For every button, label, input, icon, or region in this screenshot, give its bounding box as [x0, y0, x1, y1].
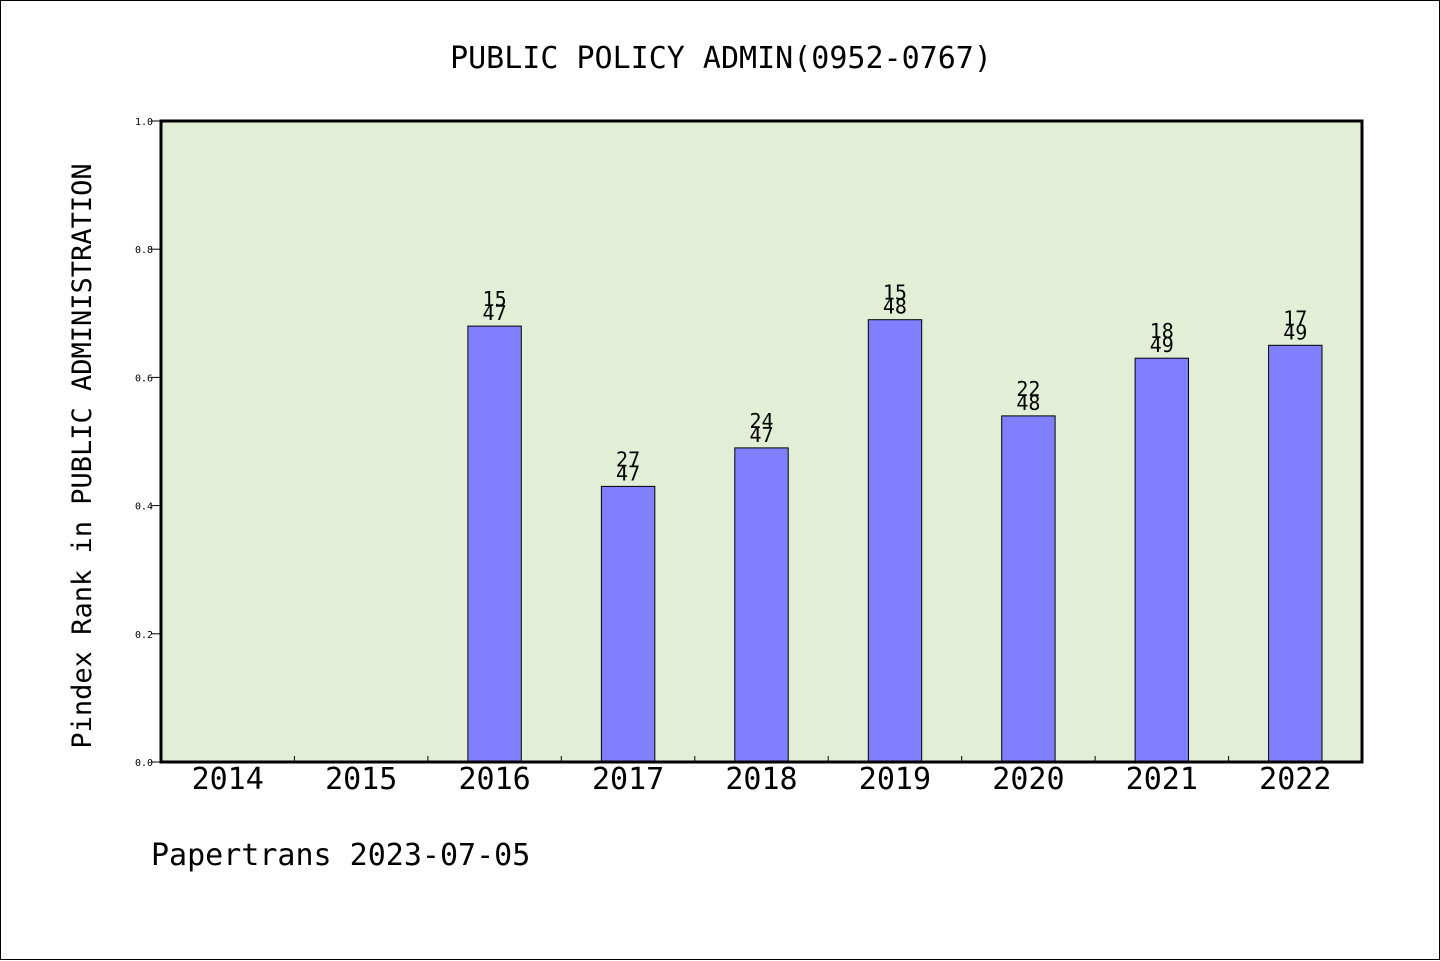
x-tick-label-2016: 2016 — [458, 762, 530, 797]
bars-group — [467, 319, 1323, 763]
x-axis: 2014 2015 2016 2017 2018 2019 2020 2021 2022 — [192, 756, 1331, 797]
bar-total-label-2017: 47 — [616, 461, 640, 485]
chart-title: PUBLIC POLICY ADMIN(0952-0767) — [450, 41, 992, 76]
bar-rank-label-2017: 27 — [616, 447, 640, 471]
footer-credit: Papertrans 2023-07-05 — [151, 838, 530, 873]
y-tick-label: 1.0 — [135, 117, 153, 128]
x-tick-label-2017: 2017 — [592, 762, 664, 797]
y-tick-label: 0.2 — [135, 630, 153, 641]
bar-2016 — [467, 325, 522, 763]
x-tick-label-2021: 2021 — [1126, 762, 1198, 797]
bar-rank-label-2018: 24 — [749, 409, 773, 433]
x-tick-label-2020: 2020 — [992, 762, 1064, 797]
bar-total-label-2021: 49 — [1150, 333, 1174, 357]
bar-2020 — [1001, 415, 1056, 763]
y-tick-label: 0.4 — [135, 502, 153, 513]
y-axis: 0.0 0.2 0.4 0.6 0.8 1.0 — [135, 117, 161, 769]
bar-total-label-2019: 48 — [883, 295, 907, 319]
bar-2022 — [1268, 344, 1323, 763]
plot-border — [159, 119, 1364, 764]
x-tick-label-2015: 2015 — [325, 762, 397, 797]
x-tick-label-2019: 2019 — [859, 762, 931, 797]
bar-2017 — [600, 485, 656, 763]
bar-rank-label-2022: 17 — [1283, 306, 1307, 330]
bar-total-label-2022: 49 — [1283, 320, 1307, 344]
y-tick-label: 0.8 — [135, 245, 153, 256]
bar-total-label-2020: 48 — [1016, 391, 1040, 415]
bar-rank-label-2021: 18 — [1150, 319, 1174, 343]
x-tick-label-2018: 2018 — [725, 762, 797, 797]
bar-rank-label-2016: 15 — [483, 287, 507, 311]
x-tick-label-2022: 2022 — [1259, 762, 1331, 797]
bar-2021 — [1134, 357, 1189, 763]
bar-total-label-2016: 47 — [483, 301, 507, 325]
y-axis-label: Pindex Rank in PUBLIC ADMINISTRATION — [67, 163, 98, 748]
bar-2019 — [867, 319, 923, 763]
bar-2018 — [734, 447, 789, 763]
bar-rank-label-2020: 22 — [1016, 377, 1040, 401]
bar-total-label-2018: 47 — [749, 423, 773, 447]
y-tick-label: 0.0 — [135, 758, 153, 769]
bar-rank-label-2019: 15 — [883, 281, 907, 305]
y-tick-label: 0.6 — [135, 373, 153, 384]
x-tick-label-2014: 2014 — [192, 762, 264, 797]
